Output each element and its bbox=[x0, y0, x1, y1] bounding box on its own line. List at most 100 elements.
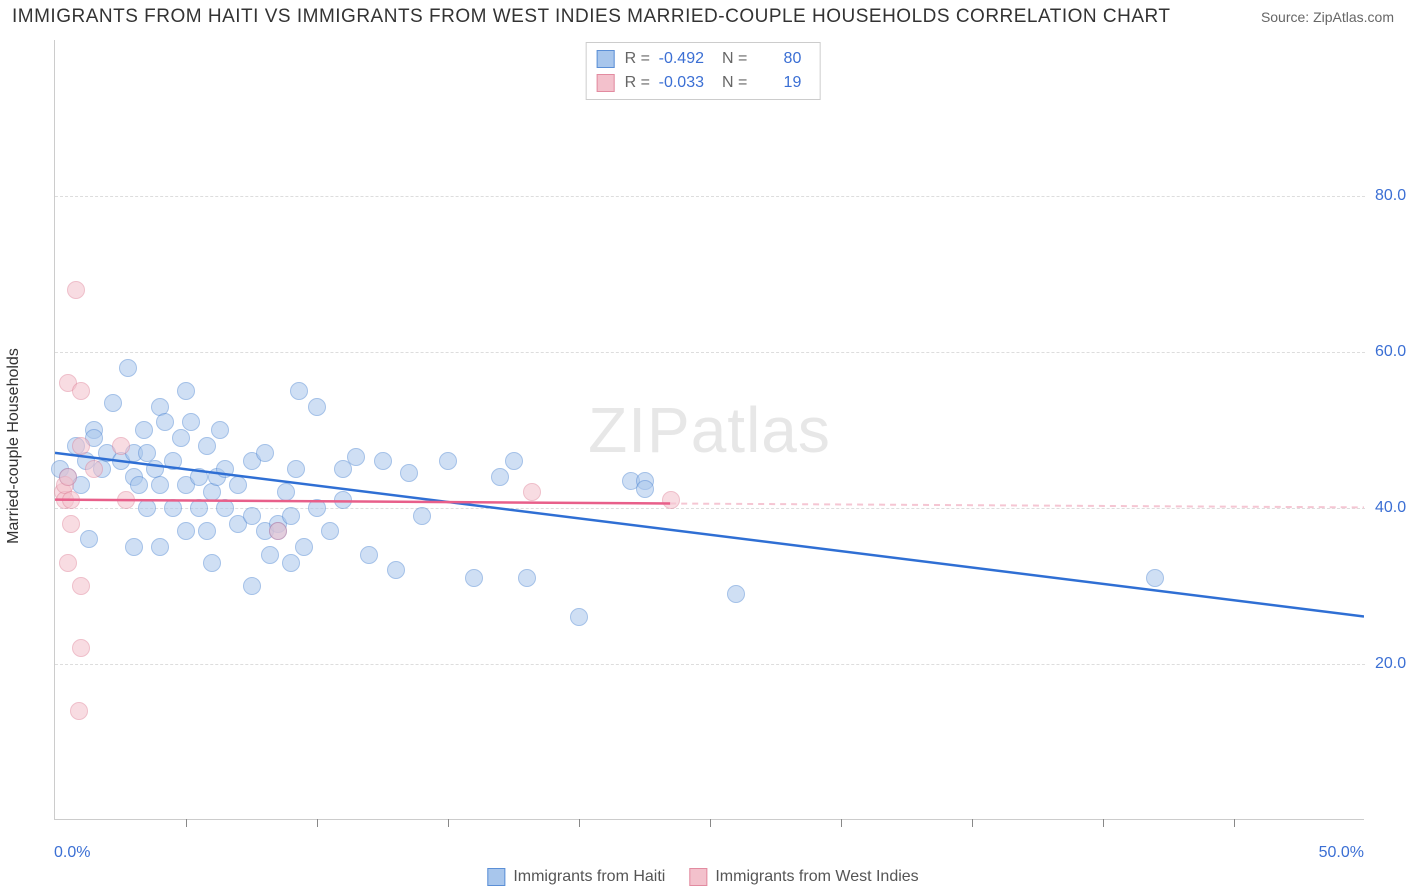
x-tick-mark bbox=[448, 819, 449, 827]
scatter-point bbox=[439, 452, 457, 470]
scatter-point bbox=[334, 491, 352, 509]
scatter-point bbox=[203, 483, 221, 501]
chart-plot-area: ZIPatlas 20.0%40.0%60.0%80.0% bbox=[54, 40, 1364, 820]
scatter-point bbox=[465, 569, 483, 587]
scatter-point bbox=[85, 460, 103, 478]
x-tick-mark bbox=[710, 819, 711, 827]
stat-label-r: R = bbox=[625, 74, 650, 92]
scatter-point bbox=[59, 468, 77, 486]
scatter-point bbox=[70, 702, 88, 720]
y-tick-label: 80.0% bbox=[1375, 187, 1406, 205]
legend-swatch bbox=[487, 868, 505, 886]
x-tick-mark bbox=[186, 819, 187, 827]
scatter-point bbox=[72, 382, 90, 400]
y-tick-label: 40.0% bbox=[1375, 499, 1406, 517]
chart-title: IMMIGRANTS FROM HAITI VS IMMIGRANTS FROM… bbox=[12, 6, 1171, 28]
x-tick-mark bbox=[317, 819, 318, 827]
correlation-legend: R = -0.492 N = 80 R = -0.033 N = 19 bbox=[586, 42, 821, 100]
x-axis-min-label: 0.0% bbox=[54, 844, 90, 862]
scatter-point bbox=[1146, 569, 1164, 587]
scatter-point bbox=[360, 546, 378, 564]
gridline bbox=[55, 352, 1365, 353]
legend-swatch bbox=[597, 50, 615, 68]
series-legend-item: Immigrants from Haiti bbox=[487, 868, 665, 886]
scatter-point bbox=[287, 460, 305, 478]
stat-value-n: 19 bbox=[753, 74, 801, 92]
scatter-point bbox=[80, 530, 98, 548]
scatter-point bbox=[662, 491, 680, 509]
scatter-point bbox=[72, 577, 90, 595]
x-tick-mark bbox=[579, 819, 580, 827]
scatter-point bbox=[203, 554, 221, 572]
scatter-point bbox=[523, 483, 541, 501]
scatter-point bbox=[261, 546, 279, 564]
scatter-point bbox=[104, 394, 122, 412]
scatter-point bbox=[243, 577, 261, 595]
scatter-point bbox=[243, 507, 261, 525]
scatter-point bbox=[164, 499, 182, 517]
scatter-point bbox=[125, 538, 143, 556]
scatter-point bbox=[347, 448, 365, 466]
scatter-point bbox=[321, 522, 339, 540]
scatter-point bbox=[636, 480, 654, 498]
scatter-point bbox=[164, 452, 182, 470]
scatter-point bbox=[282, 554, 300, 572]
scatter-point bbox=[117, 491, 135, 509]
scatter-point bbox=[282, 507, 300, 525]
scatter-point bbox=[570, 608, 588, 626]
series-legend-item: Immigrants from West Indies bbox=[689, 868, 918, 886]
scatter-point bbox=[190, 499, 208, 517]
correlation-legend-row: R = -0.033 N = 19 bbox=[597, 71, 810, 95]
scatter-point bbox=[135, 421, 153, 439]
scatter-point bbox=[374, 452, 392, 470]
legend-swatch bbox=[689, 868, 707, 886]
scatter-point bbox=[151, 476, 169, 494]
scatter-point bbox=[277, 483, 295, 501]
scatter-point bbox=[62, 491, 80, 509]
scatter-point bbox=[387, 561, 405, 579]
scatter-point bbox=[112, 437, 130, 455]
scatter-point bbox=[190, 468, 208, 486]
scatter-point bbox=[177, 522, 195, 540]
scatter-point bbox=[216, 499, 234, 517]
stat-label-n: N = bbox=[722, 50, 747, 68]
scatter-point bbox=[67, 281, 85, 299]
stat-label-n: N = bbox=[722, 74, 747, 92]
y-tick-label: 20.0% bbox=[1375, 655, 1406, 673]
scatter-point bbox=[308, 398, 326, 416]
x-tick-mark bbox=[972, 819, 973, 827]
scatter-point bbox=[130, 476, 148, 494]
scatter-point bbox=[138, 499, 156, 517]
scatter-point bbox=[256, 444, 274, 462]
gridline bbox=[55, 196, 1365, 197]
scatter-point bbox=[72, 437, 90, 455]
series-legend: Immigrants from Haiti Immigrants from Wes… bbox=[487, 868, 918, 886]
scatter-point bbox=[198, 522, 216, 540]
source-attribution: Source: ZipAtlas.com bbox=[1261, 9, 1394, 25]
x-tick-mark bbox=[841, 819, 842, 827]
scatter-point bbox=[156, 413, 174, 431]
gridline bbox=[55, 664, 1365, 665]
scatter-point bbox=[269, 522, 287, 540]
scatter-point bbox=[198, 437, 216, 455]
scatter-point bbox=[505, 452, 523, 470]
x-tick-mark bbox=[1103, 819, 1104, 827]
scatter-point bbox=[59, 554, 77, 572]
y-tick-label: 60.0% bbox=[1375, 343, 1406, 361]
stat-value-r: -0.492 bbox=[656, 50, 704, 68]
x-tick-mark bbox=[1234, 819, 1235, 827]
x-axis-max-label: 50.0% bbox=[1319, 844, 1364, 862]
scatter-point bbox=[295, 538, 313, 556]
scatter-point bbox=[182, 413, 200, 431]
stat-label-r: R = bbox=[625, 50, 650, 68]
stat-value-n: 80 bbox=[753, 50, 801, 68]
scatter-point bbox=[151, 538, 169, 556]
scatter-point bbox=[400, 464, 418, 482]
scatter-point bbox=[308, 499, 326, 517]
legend-swatch bbox=[597, 74, 615, 92]
scatter-point bbox=[727, 585, 745, 603]
correlation-legend-row: R = -0.492 N = 80 bbox=[597, 47, 810, 71]
scatter-point bbox=[518, 569, 536, 587]
stat-value-r: -0.033 bbox=[656, 74, 704, 92]
scatter-point bbox=[491, 468, 509, 486]
